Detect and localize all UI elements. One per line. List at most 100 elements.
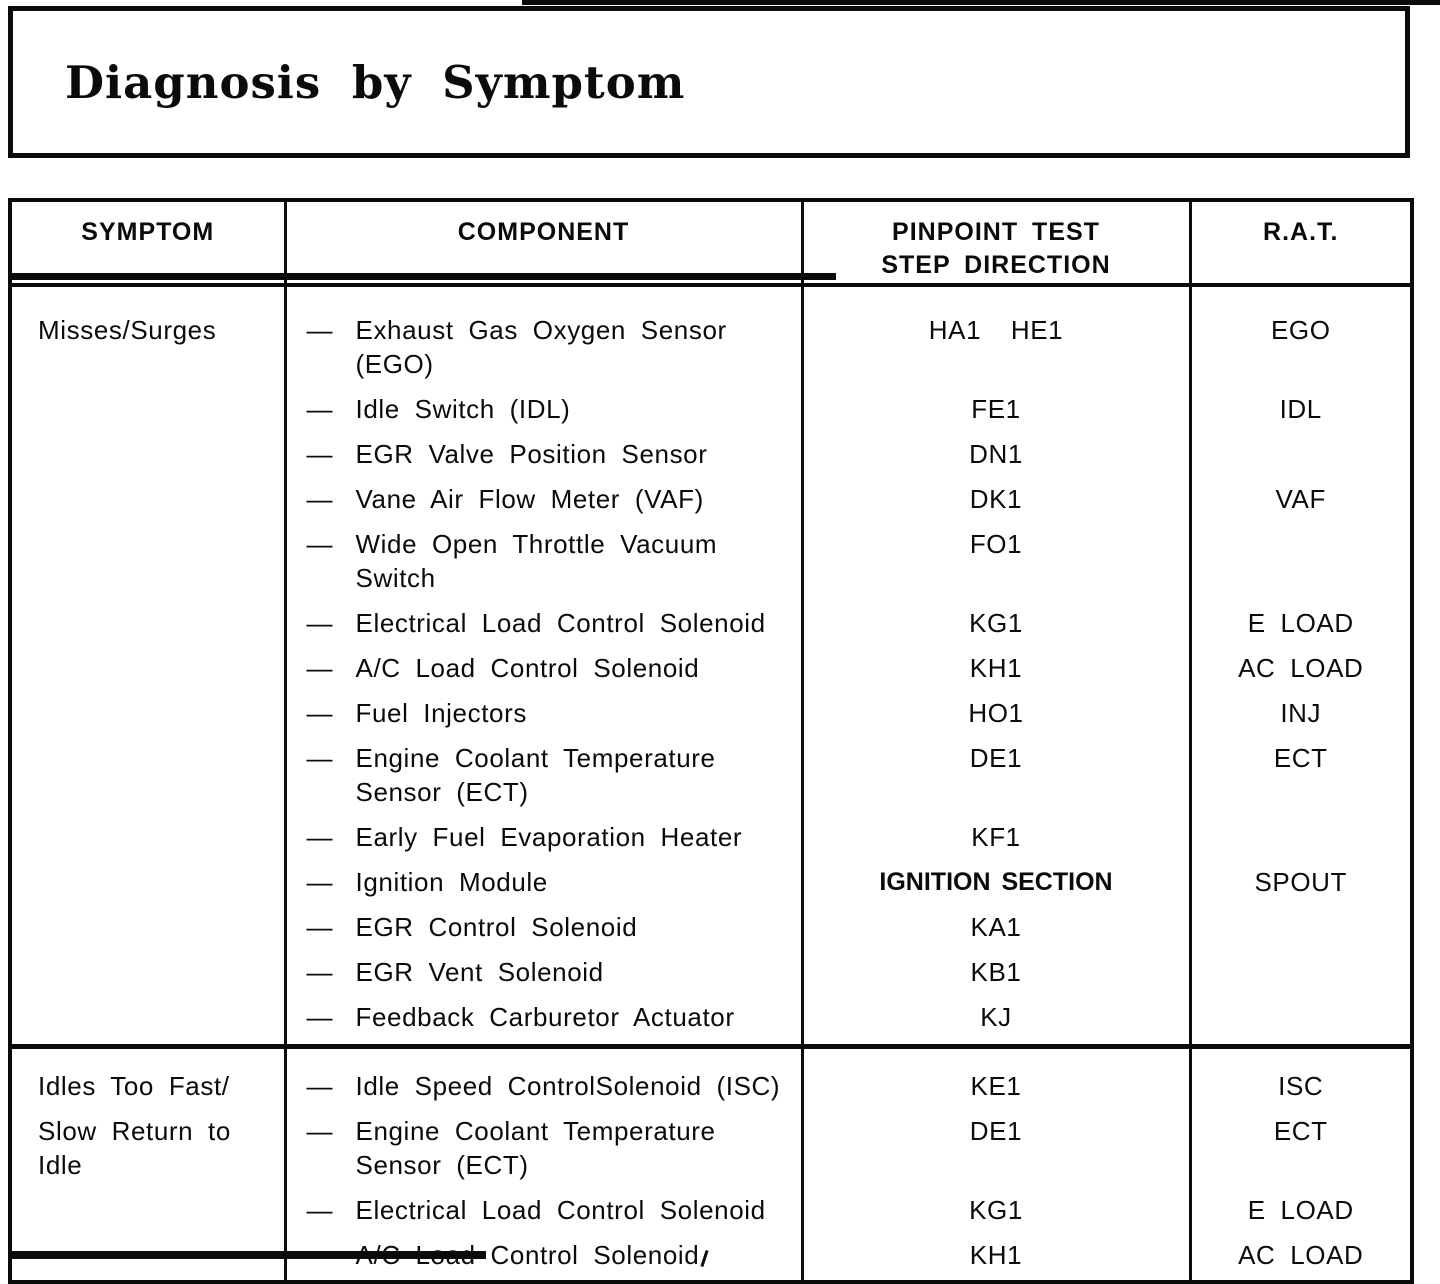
- dash-bullet: —: [306, 1116, 334, 1146]
- rat-cell: E LOAD: [1188, 605, 1412, 650]
- symptom-cell: [10, 605, 285, 650]
- component-line: (EGO): [355, 349, 434, 379]
- component-line: Ignition Module: [355, 867, 548, 897]
- component-entry: — Feedback Carburetor Actuator: [307, 1000, 797, 1034]
- rat-cell: IDL: [1188, 391, 1412, 436]
- table-row: — Engine Coolant Temperature Sensor (ECT) D…: [10, 740, 1412, 819]
- table-row: — Electrical Load Control Solenoid KG1 E LO…: [10, 605, 1412, 650]
- column-header-symptom: SYMPTOM: [10, 200, 285, 287]
- pinpoint-test-cell: KH1: [800, 1237, 1190, 1282]
- component-name: EGR Control Solenoid: [356, 910, 797, 944]
- rat-cell: AC LOAD: [1188, 1237, 1412, 1282]
- pinpoint-test-cell: FE1: [800, 391, 1190, 436]
- table-row: — EGR Valve Position Sensor DN1: [10, 436, 1412, 481]
- pinpoint-test-cell: KF1: [800, 819, 1190, 864]
- component-name: Exhaust Gas Oxygen Sensor (EGO): [356, 313, 797, 381]
- component-entry: — Idle Switch (IDL): [307, 392, 797, 426]
- symptom-cell: Slow Return to Idle: [10, 1113, 285, 1192]
- component-entry: — Vane Air Flow Meter (VAF): [307, 482, 797, 516]
- component-line: EGR Control Solenoid: [355, 912, 638, 942]
- rat-cell: [1188, 436, 1412, 481]
- pinpoint-test-cell: KG1: [800, 1192, 1190, 1237]
- table-row: — Vane Air Flow Meter (VAF) DK1 VAF: [10, 481, 1412, 526]
- symptom-line: Idle: [38, 1150, 83, 1180]
- component-cell: — EGR Valve Position Sensor: [283, 436, 802, 481]
- pinpoint-test-cell: DN1: [800, 436, 1190, 481]
- table-section-idles-too-fast: Idles Too Fast/ — Idle Speed ControlSoleno…: [10, 1044, 1412, 1282]
- rat-cell: [1188, 819, 1412, 864]
- component-cell: — Ignition Module: [283, 864, 802, 909]
- component-name: Idle Switch (IDL): [356, 392, 797, 426]
- component-name: Engine Coolant Temperature Sensor (ECT): [356, 741, 797, 809]
- scan-artifact-header-rule: [8, 273, 836, 280]
- component-entry: — Idle Speed ControlSolenoid (ISC): [307, 1069, 797, 1103]
- table-row: — EGR Control Solenoid KA1: [10, 909, 1412, 954]
- component-name: Fuel Injectors: [356, 696, 797, 730]
- component-line: EGR Valve Position Sensor: [355, 439, 708, 469]
- dash-bullet: —: [306, 484, 334, 514]
- component-line: Vane Air Flow Meter (VAF): [355, 484, 704, 514]
- component-line: A/C Load Control Solenoid: [355, 653, 700, 683]
- rat-cell: [1188, 526, 1412, 605]
- rat-cell: [1188, 909, 1412, 954]
- column-header-pinpoint-line1: PINPOINT TEST: [892, 218, 1100, 246]
- component-cell: — A/C Load Control Solenoid: [283, 650, 802, 695]
- rat-cell: AC LOAD: [1188, 650, 1412, 695]
- component-entry: — EGR Valve Position Sensor: [307, 437, 797, 471]
- component-entry: — Engine Coolant Temperature Sensor (ECT): [307, 741, 797, 809]
- table-row: — Fuel Injectors HO1 INJ: [10, 695, 1412, 740]
- dash-bullet: —: [306, 653, 334, 683]
- page-title: Diagnosis by Symptom: [65, 55, 686, 109]
- symptom-line: Slow Return to: [38, 1116, 231, 1146]
- component-entry: — EGR Control Solenoid: [307, 910, 797, 944]
- component-cell: — EGR Control Solenoid: [283, 909, 802, 954]
- rat-cell: VAF: [1188, 481, 1412, 526]
- column-header-rat: R.A.T.: [1188, 200, 1412, 287]
- component-line: Sensor (ECT): [355, 1150, 529, 1180]
- component-entry: — A/C Load Control Solenoid: [307, 651, 797, 685]
- rat-cell: ECT: [1188, 740, 1412, 819]
- dash-bullet: —: [306, 394, 334, 424]
- component-line: Engine Coolant Temperature: [355, 1116, 716, 1146]
- symptom-cell: Idles Too Fast/: [10, 1044, 285, 1113]
- table-row: — Idle Switch (IDL) FE1 IDL: [10, 391, 1412, 436]
- component-line: Fuel Injectors: [355, 698, 527, 728]
- dash-bullet: —: [306, 743, 334, 773]
- component-cell: — Feedback Carburetor Actuator: [283, 999, 802, 1047]
- symptom-cell: [10, 1192, 285, 1237]
- component-cell: — Wide Open Throttle Vacuum Switch: [283, 526, 802, 605]
- component-name: Early Fuel Evaporation Heater: [356, 820, 797, 854]
- column-header-pinpoint-test: PINPOINT TEST STEP DIRECTION: [800, 200, 1190, 287]
- pinpoint-test-cell: DE1: [800, 740, 1190, 819]
- component-entry: — Wide Open Throttle Vacuum Switch: [307, 527, 797, 595]
- table-row: Misses/Surges — Exhaust Gas Oxygen Sensor (…: [10, 285, 1412, 391]
- component-line: Idle Speed ControlSolenoid (ISC): [355, 1071, 781, 1101]
- symptom-cell: [10, 999, 285, 1047]
- dash-bullet: —: [306, 1195, 334, 1225]
- dash-bullet: —: [306, 439, 334, 469]
- symptom-line: Misses/Surges: [38, 315, 217, 345]
- pinpoint-test-cell: KJ: [800, 999, 1190, 1047]
- symptom-cell: [10, 909, 285, 954]
- dash-bullet: —: [306, 867, 334, 897]
- component-cell: — Idle Speed ControlSolenoid (ISC): [283, 1044, 802, 1113]
- title-box: Diagnosis by Symptom: [8, 6, 1410, 158]
- symptom-cell: [10, 954, 285, 999]
- symptom-line: Idles Too Fast/: [38, 1071, 230, 1101]
- table-section-misses-surges: Misses/Surges — Exhaust Gas Oxygen Sensor (…: [10, 285, 1412, 1047]
- component-name: Electrical Load Control Solenoid: [356, 1193, 797, 1227]
- component-line: Wide Open Throttle Vacuum: [355, 529, 718, 559]
- pinpoint-test-cell: HO1: [800, 695, 1190, 740]
- symptom-cell: [10, 864, 285, 909]
- rat-cell: E LOAD: [1188, 1192, 1412, 1237]
- component-cell: — Engine Coolant Temperature Sensor (ECT): [283, 740, 802, 819]
- table-row: — Feedback Carburetor Actuator KJ: [10, 999, 1412, 1047]
- component-name: EGR Vent Solenoid: [356, 955, 797, 989]
- pinpoint-test-cell: KA1: [800, 909, 1190, 954]
- component-line: Sensor (ECT): [355, 777, 529, 807]
- dash-bullet: —: [306, 698, 334, 728]
- dash-bullet: —: [306, 1071, 334, 1101]
- component-line: Exhaust Gas Oxygen Sensor: [355, 315, 727, 345]
- dash-bullet: —: [306, 912, 334, 942]
